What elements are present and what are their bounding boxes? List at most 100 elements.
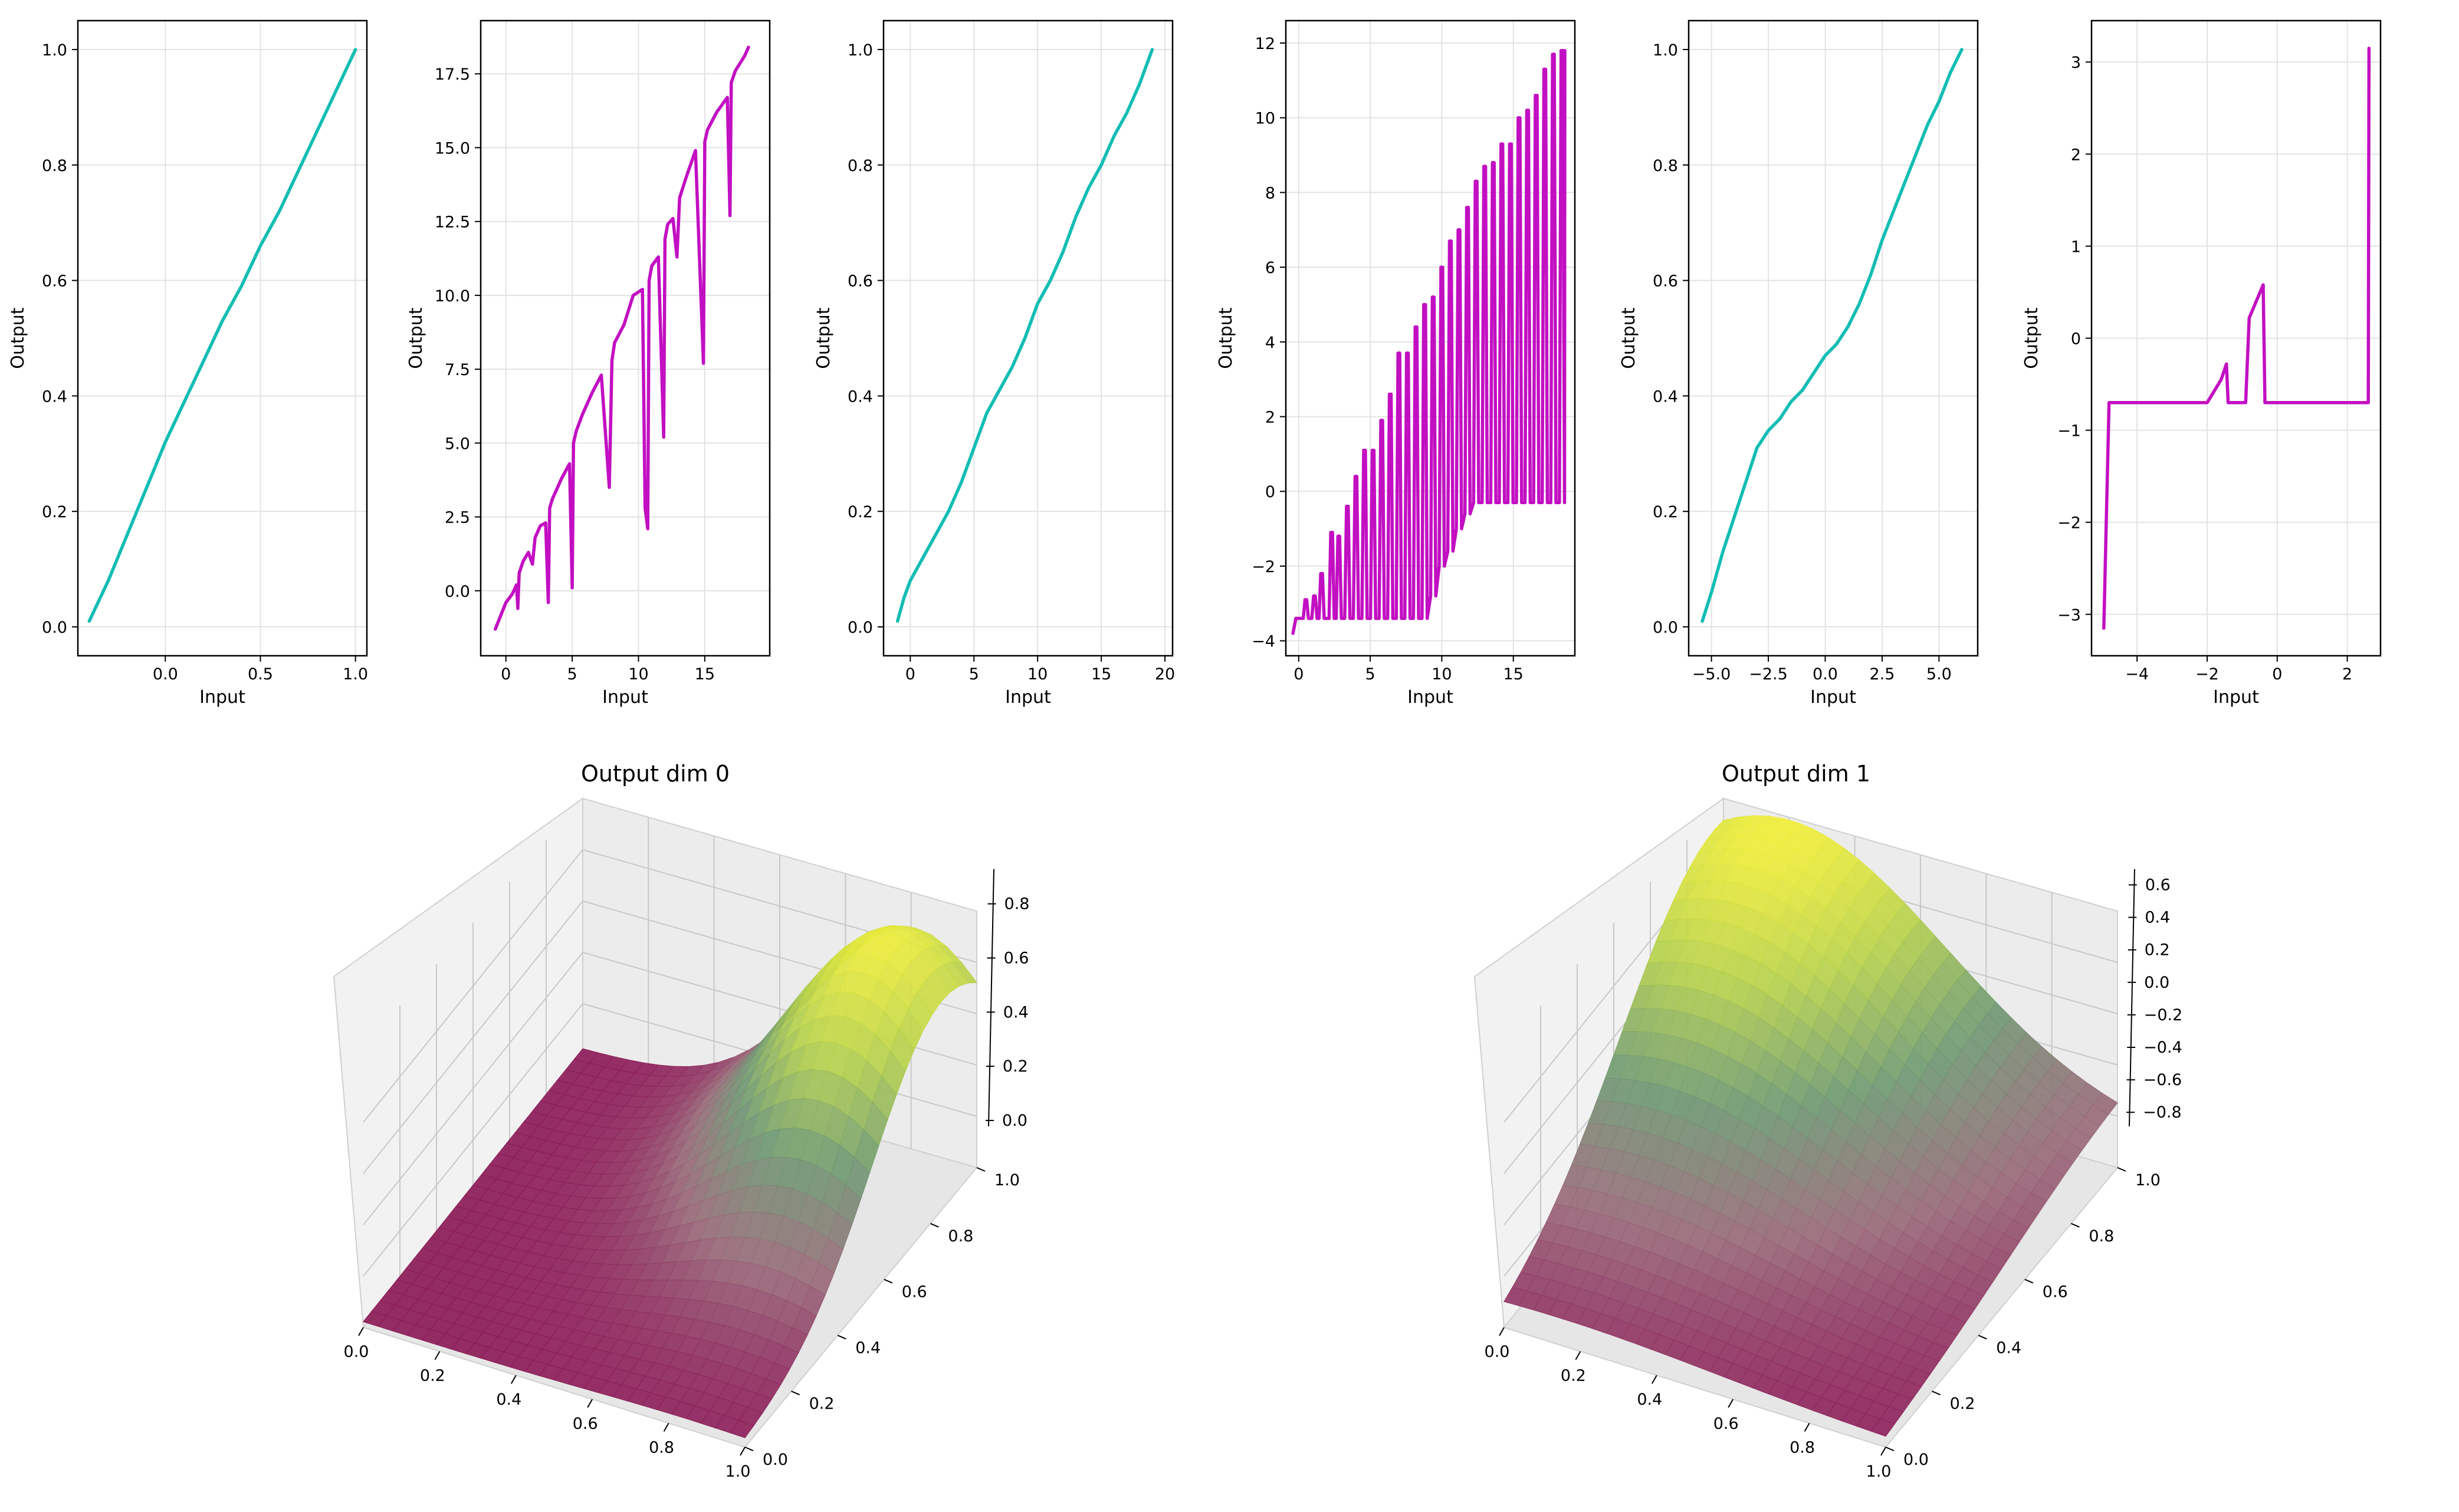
y-tick-label: 0.4: [1996, 1339, 2021, 1357]
y-axis-label: Output: [1216, 307, 1236, 369]
y-tick-label: 2.5: [445, 509, 470, 527]
x-tick-label: 0.0: [344, 1343, 369, 1361]
y-tick-label: 1.0: [994, 1171, 1020, 1189]
y-tick-label: 0: [2071, 330, 2081, 349]
series-line: [493, 45, 750, 631]
y-tick-label: 0.0: [445, 583, 470, 601]
y-tick-label: 0.4: [42, 387, 67, 406]
y-tick-label: 0.2: [848, 503, 873, 521]
x-tick-label: 5: [1365, 665, 1375, 683]
x-tick-label: 0.4: [1637, 1391, 1662, 1409]
x-axis-label: Input: [1407, 687, 1453, 708]
z-tick-label: −0.8: [2143, 1103, 2182, 1122]
z-tick-label: −0.2: [2144, 1006, 2183, 1024]
y-tick-label: 1.0: [848, 41, 873, 60]
surface-mesh: [1503, 815, 2118, 1437]
y-tick-label: 0.6: [848, 272, 873, 291]
y-tick-mark: [976, 1167, 986, 1172]
pane-grid-line: [363, 849, 583, 1123]
pane-grid-line: [363, 1003, 583, 1277]
surface-facet: [1870, 1418, 1896, 1437]
x-tick-label: 0: [905, 665, 915, 683]
y-tick-label: 0.2: [1653, 503, 1678, 521]
pane-grid-line: [363, 952, 583, 1225]
x-tick-label: 15: [1091, 665, 1111, 683]
x-axis-label: Input: [1810, 687, 1856, 708]
y-tick-label: 8: [1265, 184, 1275, 202]
x-tick-label: 0.2: [420, 1367, 445, 1385]
z-tick-label: 0.2: [1003, 1057, 1028, 1076]
x-tick-label: 1.0: [1866, 1462, 1892, 1481]
y-tick-label: 0.2: [42, 503, 67, 521]
y-tick-label: −3: [2057, 606, 2081, 624]
y-tick-mark: [2024, 1278, 2034, 1284]
z-axis-line: [2129, 869, 2135, 1127]
y-axis-label: Output: [2021, 307, 2042, 369]
y-tick-label: 3: [2071, 54, 2081, 72]
z-tick-label: 0.2: [2145, 941, 2170, 959]
y-axis-label: Output: [8, 307, 28, 369]
x-tick-label: 0: [501, 665, 511, 683]
y-tick-label: 12.5: [435, 213, 470, 232]
y-tick-label: 0.0: [42, 619, 67, 637]
y-tick-mark: [930, 1222, 939, 1228]
y-tick-label: 5.0: [445, 435, 470, 453]
x-tick-mark: [510, 1375, 517, 1384]
y-tick-label: 0.0: [1903, 1451, 1929, 1469]
pane-grid-line: [363, 900, 583, 1174]
x-tick-label: 10: [628, 665, 648, 683]
x-tick-label: 0.6: [573, 1415, 598, 1433]
x-tick-label: 1.0: [343, 665, 368, 683]
y-tick-label: 0.2: [1950, 1395, 1975, 1413]
x-tick-label: 0.6: [1713, 1415, 1739, 1433]
z-tick-label: 0.4: [2145, 909, 2170, 927]
x-tick-label: 0.0: [1813, 665, 1838, 683]
x-tick-label: 5: [567, 665, 577, 683]
z-tick-label: 0.6: [2145, 876, 2171, 895]
y-tick-label: 0.8: [948, 1227, 973, 1245]
y-tick-label: 0.8: [848, 157, 873, 175]
x-tick-label: 0: [1293, 665, 1304, 683]
z-tick-label: 0.0: [1002, 1112, 1027, 1130]
series-line: [87, 48, 357, 623]
x-tick-mark: [587, 1399, 593, 1408]
y-tick-label: 1: [2071, 238, 2081, 256]
z-tick-label: 0.8: [1004, 895, 1030, 913]
surface-facet: [730, 1419, 755, 1438]
series-line: [1700, 48, 1964, 623]
y-tick-label: 1.0: [1653, 41, 1678, 60]
y-tick-label: 1.0: [2135, 1171, 2161, 1189]
x-tick-label: 0: [2272, 665, 2282, 683]
y-tick-mark: [2117, 1167, 2126, 1172]
y-tick-mark: [837, 1334, 846, 1340]
x-tick-label: 0.4: [496, 1391, 521, 1409]
x-tick-label: 0.2: [1561, 1367, 1586, 1385]
z-axis-line: [988, 869, 994, 1127]
y-tick-label: 7.5: [445, 361, 470, 379]
x-tick-label: 2.5: [1869, 665, 1895, 683]
y-axis-label: Output: [406, 307, 426, 369]
x-axis-label: Input: [199, 687, 245, 708]
x-tick-label: 5.0: [1926, 665, 1952, 683]
y-tick-label: −2: [1252, 558, 1275, 576]
y-tick-label: 0.6: [1653, 272, 1678, 291]
y-tick-mark: [884, 1278, 893, 1284]
x-tick-mark: [1575, 1351, 1581, 1360]
x-tick-label: 2: [2342, 665, 2352, 683]
y-tick-label: −1: [2057, 422, 2081, 441]
y-tick-label: 15.0: [435, 139, 470, 157]
y-tick-label: 10.0: [435, 287, 470, 305]
y-tick-label: 0.4: [1653, 387, 1678, 406]
y-axis-label: Output: [1618, 307, 1639, 369]
z-tick-label: 0.4: [1003, 1003, 1029, 1021]
y-tick-label: 0.4: [848, 387, 873, 406]
y-tick-mark: [791, 1391, 800, 1396]
x-axis-label: Input: [2213, 687, 2259, 708]
x-tick-label: 5: [969, 665, 979, 683]
x-tick-mark: [1804, 1422, 1810, 1432]
x-tick-label: −2.5: [1749, 665, 1788, 683]
x-tick-mark: [358, 1327, 364, 1336]
surface-mesh: [362, 925, 978, 1438]
z-tick-label: −0.6: [2143, 1071, 2182, 1089]
axes-frame: [77, 19, 368, 657]
